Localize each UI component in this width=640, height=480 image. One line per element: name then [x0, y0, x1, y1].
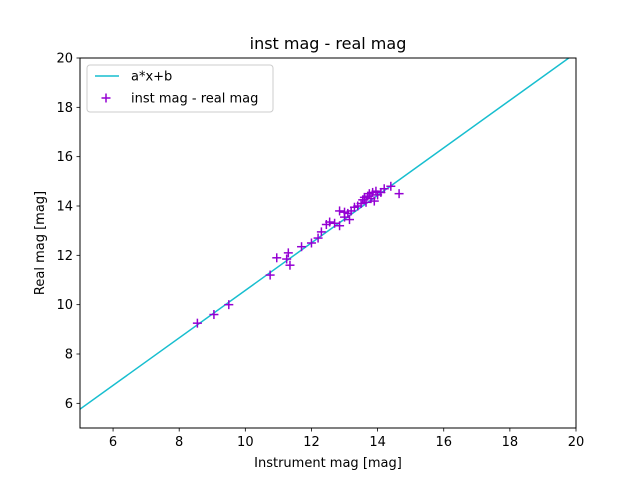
data-point: [344, 215, 354, 225]
x-tick-label: 6: [109, 435, 117, 450]
data-point: [335, 221, 345, 231]
plot-frame: [79, 57, 577, 429]
data-point: [285, 260, 295, 270]
data-point: [325, 217, 335, 227]
legend-marker-swatch: [101, 93, 111, 103]
data-point: [369, 196, 379, 206]
x-axis-label: Instrument mag [mag]: [254, 456, 402, 471]
y-tick-label: 18: [56, 101, 73, 116]
x-tick-label: 12: [303, 435, 320, 450]
data-point: [283, 248, 293, 258]
legend-label-scatter: inst mag - real mag: [131, 92, 258, 107]
data-point: [192, 318, 202, 328]
fit-line: [80, 58, 571, 410]
data-point: [316, 227, 326, 237]
x-tick-label: 8: [175, 435, 183, 450]
data-point: [361, 197, 371, 207]
x-tick-label: 14: [369, 435, 386, 450]
ticks-layer: 6 8 10 12 14 16 18 20 6 8 10 12 14 16 18 20: [56, 52, 584, 451]
data-point: [313, 233, 323, 243]
y-tick-label: 14: [56, 200, 73, 215]
scatter-points-layer: [192, 181, 404, 328]
data-point: [297, 242, 307, 252]
data-point: [224, 300, 234, 310]
y-tick-label: 10: [56, 298, 73, 313]
data-point: [379, 184, 389, 194]
y-tick-label: 12: [56, 249, 73, 264]
y-axis-label: Real mag [mag]: [33, 191, 48, 295]
data-point: [272, 253, 282, 263]
x-tick-label: 18: [502, 435, 519, 450]
legend-label-fit: a*x+b: [131, 70, 172, 85]
data-point: [335, 206, 345, 216]
data-point: [209, 310, 219, 320]
data-point: [330, 218, 340, 228]
data-point: [265, 270, 275, 280]
y-tick-label: 16: [56, 150, 73, 165]
fit-line-layer: [80, 58, 571, 410]
legend-box: [86, 64, 274, 113]
x-tick-label: 16: [435, 435, 452, 450]
chart-title: inst mag - real mag: [250, 34, 407, 53]
data-point: [282, 254, 292, 264]
y-tick-label: 6: [65, 397, 73, 412]
y-tick-label: 8: [65, 348, 73, 363]
data-point: [394, 189, 404, 199]
x-tick-label: 10: [237, 435, 254, 450]
data-point: [386, 181, 396, 191]
legend: a*x+b inst mag - real mag: [86, 64, 274, 113]
x-tick-label: 20: [568, 435, 585, 450]
data-point: [306, 238, 316, 248]
y-tick-label: 20: [56, 52, 73, 67]
